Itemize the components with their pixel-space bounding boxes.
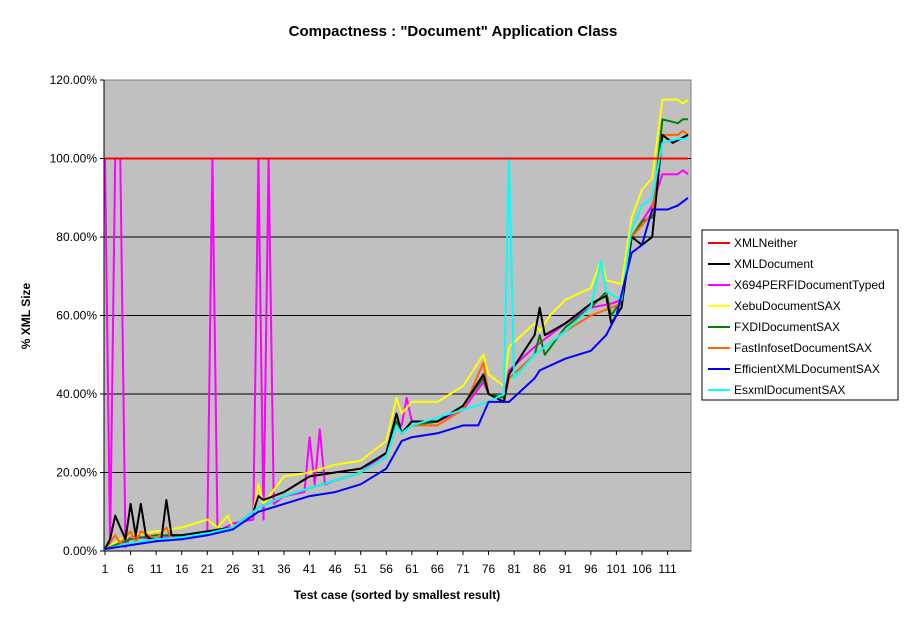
y-tick-label: 0.00% [63, 544, 97, 558]
x-axis-ticks: 1 6 11 16 21 26 31 36 41 46 51 56 61 66 71 76 81 86 91 96 10… [102, 551, 677, 576]
legend-item: X694PERFIDocumentTyped [734, 278, 885, 292]
y-tick-label: 80.00% [56, 230, 97, 244]
x-tick-label: 41 [303, 562, 317, 576]
legend-item: XMLNeither [734, 236, 797, 250]
y-axis-ticks: 0.00% 20.00% 40.00% 60.00% 80.00% 100.00% 120.… [50, 73, 104, 558]
legend: XMLNeither XMLDocument X694PERFIDocumentTy… [701, 229, 899, 401]
y-tick-label: 120.00% [50, 73, 98, 87]
x-tick-label: 91 [559, 562, 573, 576]
x-tick-label: 76 [482, 562, 496, 576]
legend-item: FXDIDocumentSAX [734, 320, 840, 334]
x-tick-label: 106 [632, 562, 652, 576]
y-tick-label: 40.00% [56, 387, 97, 401]
x-tick-label: 61 [405, 562, 419, 576]
x-axis-label: Test case (sorted by smallest result) [294, 588, 501, 602]
x-tick-label: 56 [380, 562, 394, 576]
x-tick-label: 31 [252, 562, 266, 576]
legend-item: FastInfosetDocumentSAX [734, 341, 872, 355]
chart-title: Compactness : "Document" Application Cla… [289, 23, 618, 40]
x-tick-label: 71 [456, 562, 470, 576]
legend-box [701, 229, 899, 401]
series-line-xmldocument [104, 133, 689, 550]
series-lines [104, 98, 689, 550]
legend-item: EsxmlDocumentSAX [734, 383, 845, 397]
x-tick-label: 86 [533, 562, 547, 576]
x-tick-label: 66 [431, 562, 445, 576]
x-tick-label: 51 [354, 562, 368, 576]
x-tick-label: 81 [507, 562, 521, 576]
x-tick-label: 1 [102, 562, 109, 576]
series-line-xebudocumentsax [104, 98, 689, 550]
x-tick-label: 26 [226, 562, 240, 576]
legend-item: XMLDocument [734, 257, 814, 271]
y-tick-label: 20.00% [56, 466, 97, 480]
x-tick-label: 101 [606, 562, 626, 576]
y-tick-label: 60.00% [56, 309, 97, 323]
x-tick-label: 96 [584, 562, 598, 576]
x-tick-label: 11 [150, 562, 163, 576]
legend-item: XebuDocumentSAX [734, 299, 841, 313]
x-tick-label: 16 [175, 562, 189, 576]
y-axis-label: % XML Size [19, 282, 33, 349]
x-tick-label: 6 [127, 562, 134, 576]
legend-item: EfficientXMLDocumentSAX [734, 362, 880, 376]
series-line-efficientxmldocumentsax [104, 197, 689, 550]
x-tick-label: 21 [201, 562, 215, 576]
x-tick-label: 46 [328, 562, 342, 576]
y-tick-label: 100.00% [50, 152, 98, 166]
x-tick-label: 36 [277, 562, 291, 576]
x-tick-label: 111 [658, 562, 677, 576]
series-line-esxmldocumentsax [104, 137, 688, 550]
